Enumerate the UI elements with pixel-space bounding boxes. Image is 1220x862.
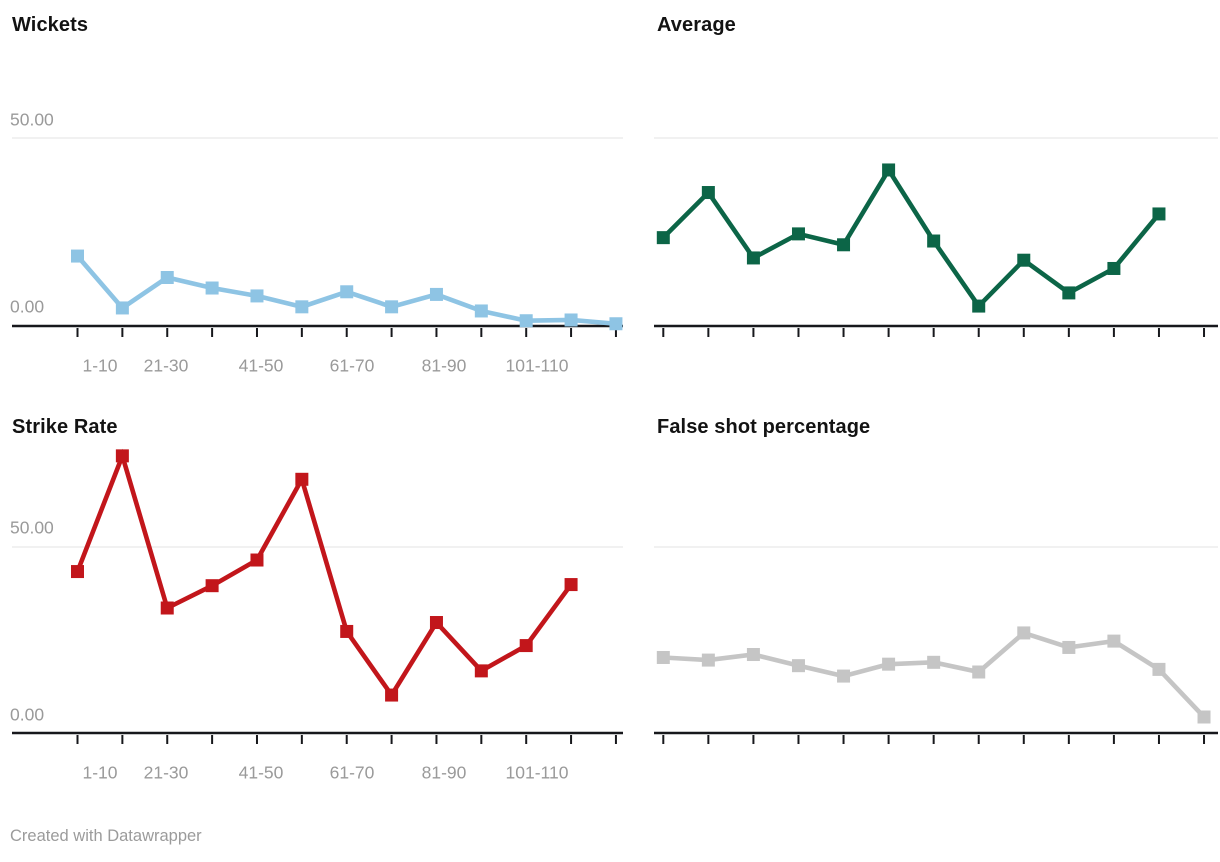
wickets-marker-6 [295, 300, 309, 314]
average-marker-8 [972, 299, 986, 313]
wickets-marker-4 [205, 281, 219, 295]
false-shot-percentage-marker-8 [972, 665, 986, 679]
x-axis-label-1-10: 1-10 [82, 355, 118, 376]
y-axis-label-50-bottom: 50.00 [10, 517, 54, 538]
average-marker-1 [656, 231, 670, 245]
strike-rate-marker-7 [340, 624, 354, 638]
wickets-marker-1 [71, 249, 84, 263]
false-shot-percentage-marker-5 [837, 669, 851, 683]
chart-title-average: Average [657, 14, 736, 36]
x-axis-label-81-90: 81-90 [421, 355, 467, 376]
strike-rate-marker-3 [160, 601, 174, 615]
false-shot-percentage-marker-2 [701, 653, 715, 667]
average-marker-6 [882, 163, 896, 177]
average-marker-9 [1017, 253, 1031, 267]
false-shot-percentage-marker-3 [746, 648, 760, 662]
wickets-marker-9 [429, 287, 443, 301]
wickets-marker-13 [609, 317, 623, 331]
wickets-marker-7 [340, 285, 354, 299]
wickets-marker-5 [250, 289, 264, 303]
strike-rate-marker-5 [250, 553, 264, 567]
wickets-marker-10 [474, 304, 488, 318]
strike-rate-marker-4 [205, 579, 219, 593]
wickets-marker-2 [115, 301, 129, 315]
x-axis-label-41-50: 41-50 [238, 762, 284, 783]
strike-rate-marker-10 [474, 664, 488, 678]
false-shot-percentage-marker-13 [1197, 710, 1211, 724]
y-axis-label-50-top: 50.00 [10, 109, 54, 130]
average-line [661, 165, 1161, 310]
x-axis-label-21-30: 21-30 [143, 355, 189, 376]
false-shot-percentage-marker-4 [791, 659, 805, 673]
wickets-marker-12 [564, 313, 578, 327]
x-axis-label-101-110: 101-110 [505, 762, 569, 783]
false-shot-percentage-marker-9 [1017, 626, 1031, 640]
average-marker-5 [837, 238, 851, 252]
datawrapper-credit: Created with Datawrapper [10, 827, 202, 845]
strike-rate-line [75, 448, 573, 700]
average-marker-10 [1062, 286, 1076, 300]
false-shot-percentage-marker-12 [1152, 662, 1166, 676]
average-marker-3 [746, 251, 760, 265]
wickets-marker-8 [385, 300, 399, 314]
strike-rate-marker-6 [295, 472, 309, 486]
false-shot-percentage-marker-10 [1062, 640, 1076, 654]
strike-rate-marker-8 [385, 688, 399, 702]
strike-rate-marker-2 [115, 449, 129, 463]
x-axis-label-1-10: 1-10 [82, 762, 118, 783]
average-marker-11 [1107, 261, 1121, 275]
strike-rate-marker-11 [519, 639, 533, 653]
x-axis-label-101-110: 101-110 [505, 355, 569, 376]
false-shot-percentage-marker-7 [927, 655, 941, 669]
y-axis-label-0-bottom: 0.00 [10, 704, 45, 725]
false-shot-percentage-marker-11 [1107, 634, 1121, 648]
average-marker-4 [791, 227, 805, 241]
chart-title-false-shot-percentage: False shot percentage [657, 416, 871, 438]
x-axis-label-61-70: 61-70 [329, 355, 375, 376]
false-shot-percentage-marker-6 [882, 657, 896, 671]
y-axis-label-0-top: 0.00 [10, 296, 45, 317]
strike-rate-marker-9 [429, 616, 443, 630]
chart-title-wickets: Wickets [12, 14, 89, 36]
average-marker-7 [927, 234, 941, 248]
strike-rate-marker-12 [564, 578, 578, 592]
x-axis-label-41-50: 41-50 [238, 355, 284, 376]
x-axis-label-21-30: 21-30 [143, 762, 189, 783]
x-axis-label-61-70: 61-70 [329, 762, 375, 783]
false-shot-percentage-marker-1 [656, 650, 670, 664]
wickets-marker-11 [519, 314, 533, 328]
wickets-marker-3 [160, 270, 174, 284]
strike-rate-marker-1 [71, 565, 84, 579]
false-shot-percentage-line [663, 630, 1206, 719]
average-marker-12 [1152, 207, 1166, 221]
x-axis-label-81-90: 81-90 [421, 762, 467, 783]
average-marker-2 [701, 186, 715, 200]
chart-title-strike-rate: Strike Rate [12, 416, 118, 438]
